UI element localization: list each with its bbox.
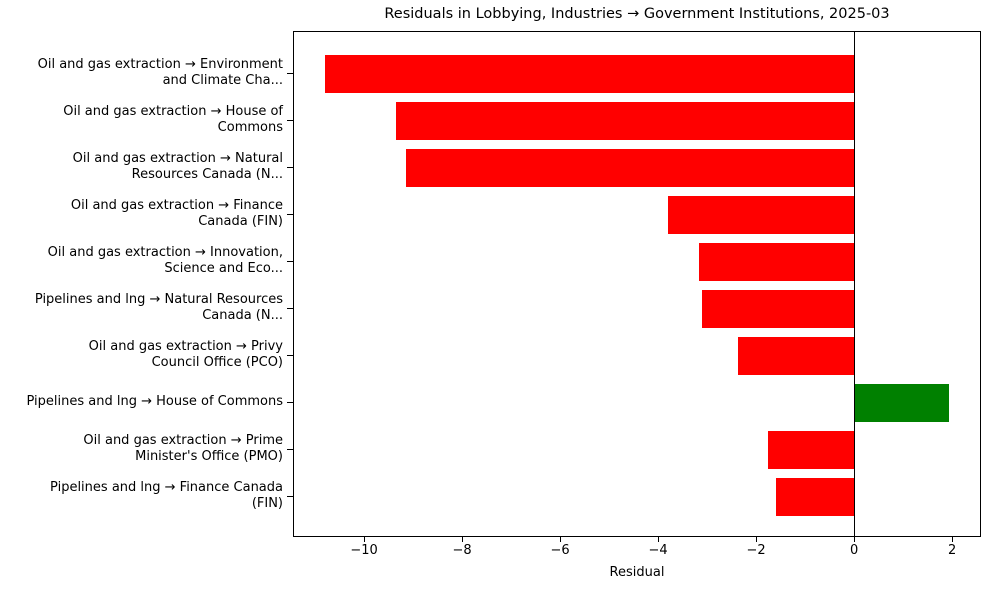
y-tick-label: Pipelines and lng → House of Commons xyxy=(26,394,284,409)
x-tick-label: −10 xyxy=(350,543,378,558)
y-tick xyxy=(287,496,293,497)
bar xyxy=(767,431,856,469)
y-tick-label: Oil and gas extraction → Finance Canada … xyxy=(70,198,283,229)
bar xyxy=(667,196,856,234)
bar xyxy=(699,243,856,281)
y-tick xyxy=(287,167,293,168)
bar xyxy=(702,290,856,328)
x-tick xyxy=(363,537,365,542)
x-tick xyxy=(755,537,757,542)
y-tick xyxy=(287,214,293,215)
y-tick xyxy=(287,402,293,403)
bar xyxy=(324,55,856,93)
y-tick-label: Oil and gas extraction → House of Common… xyxy=(63,104,283,135)
y-tick-label: Oil and gas extraction → Environment and… xyxy=(37,57,283,88)
x-tick xyxy=(657,537,659,542)
x-tick-label: −6 xyxy=(550,543,570,558)
x-tick-label: −2 xyxy=(746,543,766,558)
x-tick-label: 0 xyxy=(849,543,859,558)
x-axis-label: Residual xyxy=(609,565,665,580)
y-tick xyxy=(287,308,293,309)
x-tick xyxy=(951,537,953,542)
x-tick xyxy=(461,537,463,542)
y-tick-label: Oil and gas extraction → Prime Minister'… xyxy=(83,433,283,464)
x-tick xyxy=(853,537,855,542)
y-tick xyxy=(287,73,293,74)
bar xyxy=(776,478,856,516)
zero-reference-line xyxy=(854,32,856,536)
y-tick xyxy=(287,261,293,262)
chart-title: Residuals in Lobbying, Industries → Gove… xyxy=(384,6,890,22)
y-tick-label: Pipelines and lng → Finance Canada (FIN) xyxy=(50,480,283,511)
bar xyxy=(406,149,856,187)
bar xyxy=(855,384,950,422)
x-tick-label: 2 xyxy=(947,543,957,558)
x-tick-label: −8 xyxy=(452,543,472,558)
y-tick xyxy=(287,449,293,450)
y-tick-label: Oil and gas extraction → Natural Resourc… xyxy=(72,151,283,182)
bar xyxy=(395,102,856,140)
bar xyxy=(737,337,856,375)
y-tick xyxy=(287,120,293,121)
plot-area xyxy=(293,31,981,537)
x-tick xyxy=(559,537,561,542)
y-tick-label: Oil and gas extraction → Innovation, Sci… xyxy=(47,245,283,276)
y-tick-label: Oil and gas extraction → Privy Council O… xyxy=(88,339,283,370)
y-tick-label: Pipelines and lng → Natural Resources Ca… xyxy=(34,292,283,323)
x-tick-label: −4 xyxy=(648,543,668,558)
y-tick xyxy=(287,355,293,356)
